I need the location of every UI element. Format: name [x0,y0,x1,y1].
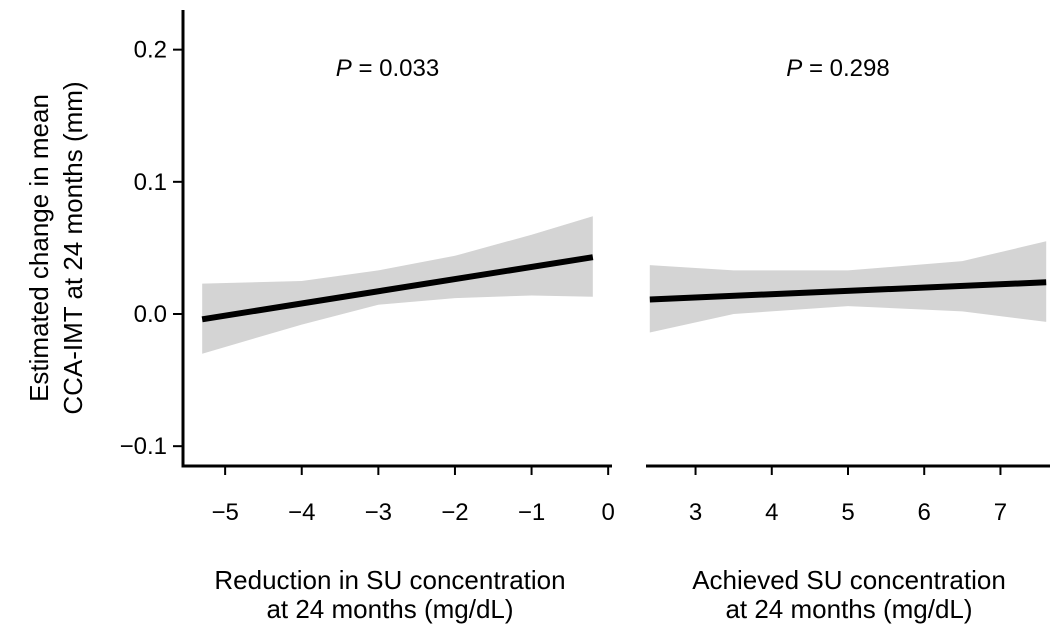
y-tick-label: 0.0 [134,301,167,328]
x-tick-label-right: 4 [765,499,778,526]
x-tick-label-left: −5 [211,499,238,526]
p-value-annotation-right: P = 0.298 [786,55,889,82]
x-tick-label-left: −3 [365,499,392,526]
confidence-band-left [202,216,593,354]
x-tick-label-left: −4 [288,499,315,526]
x-tick-label-left: 0 [601,499,614,526]
y-axis-title: Estimated change in mean CCA-IMT at 24 m… [24,81,88,414]
x-axis-title-right: Achieved SU concentration at 24 months (… [692,565,1006,624]
x-tick-label-right: 7 [994,499,1007,526]
y-tick-label: 0.1 [134,169,167,196]
x-tick-label-right: 5 [841,499,854,526]
x-tick-label-right: 3 [689,499,702,526]
x-axis-title-left: Reduction in SU concentration at 24 mont… [214,565,565,624]
panel-right: 3 4 5 6 7 P = 0.298 [646,55,1050,526]
panel-left: −5 −4 −3 −2 −1 0 0.2 0.1 0.0 −0.1 P = 0.033 [120,10,615,526]
p-value-annotation-left: P = 0.033 [336,55,439,82]
y-tick-label: 0.2 [134,37,167,64]
y-axis-title-line-1: Estimated change in mean [24,94,54,402]
x-axis-title-left-line-1: Reduction in SU concentration [214,565,565,595]
x-axis-title-left-line-2: at 24 months (mg/dL) [266,594,513,624]
fit-line-right [649,279,1047,303]
x-tick-label-right: 6 [918,499,931,526]
x-tick-label-left: −2 [441,499,468,526]
x-axis-title-right-line-1: Achieved SU concentration [692,565,1006,595]
x-axis-title-right-line-2: at 24 months (mg/dL) [725,594,972,624]
y-axis-title-line-2: CCA-IMT at 24 months (mm) [58,81,88,414]
confidence-band-right [649,241,1047,333]
y-tick-label: −0.1 [120,433,167,460]
fit-line-left [201,254,594,323]
x-tick-label-left: −1 [518,499,545,526]
